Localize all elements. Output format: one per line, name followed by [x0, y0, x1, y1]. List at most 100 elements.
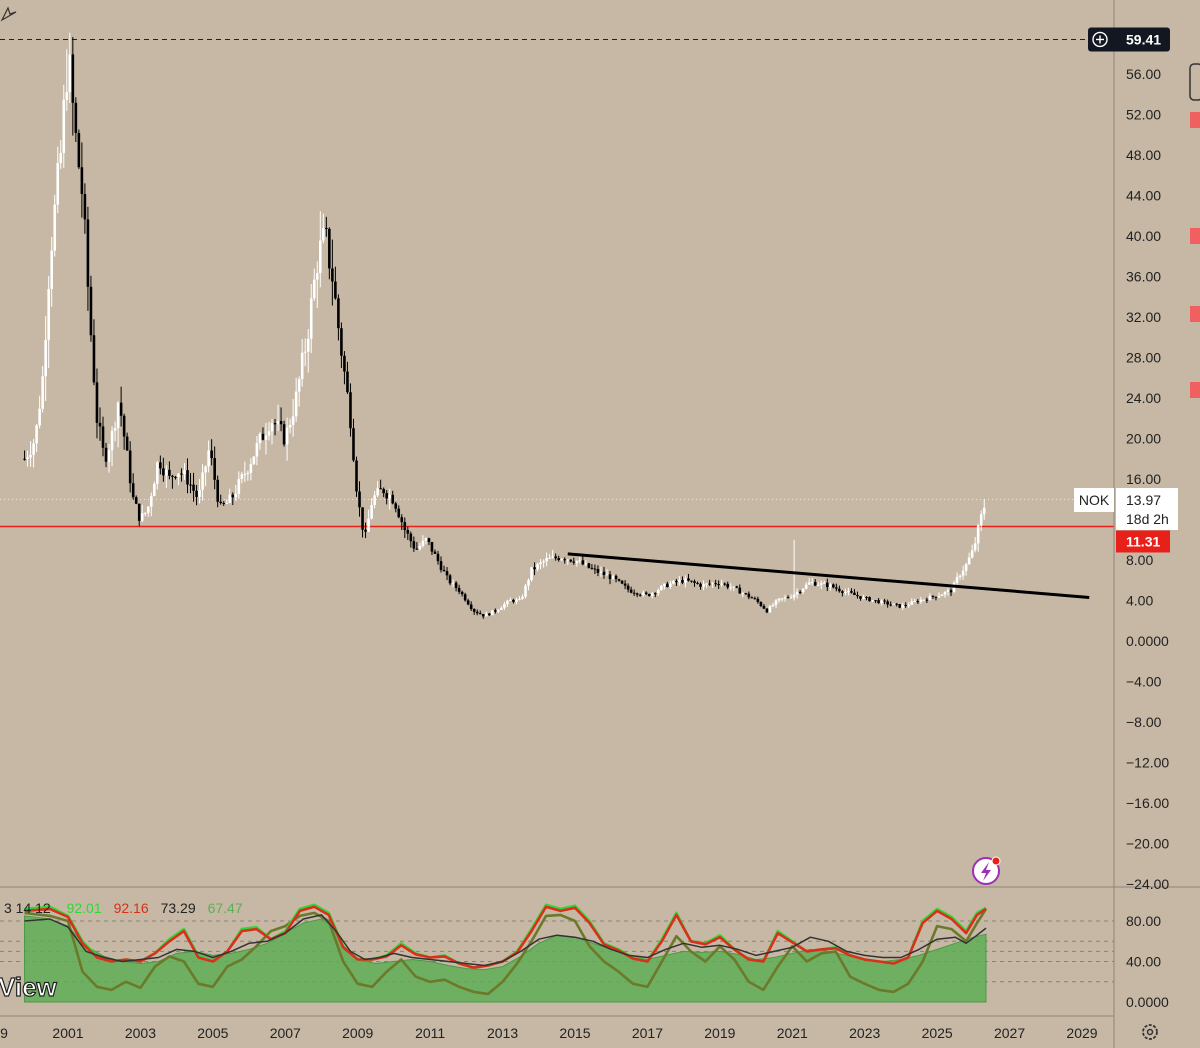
candle-body — [509, 599, 512, 601]
crosshair-badge-bg — [1088, 27, 1170, 52]
candle-body — [143, 512, 147, 514]
cursor-icon — [0, 6, 17, 22]
candle-body — [807, 582, 811, 585]
candle-body — [518, 598, 521, 600]
candle-body — [940, 594, 944, 596]
gear-icon — [1142, 1024, 1158, 1040]
candle-body — [886, 601, 889, 605]
candle-body — [385, 493, 388, 499]
time-tick-label: 2009 — [342, 1025, 373, 1041]
candle-body — [355, 460, 358, 492]
candle-body — [816, 584, 820, 586]
price-tick-label: −24.00 — [1126, 876, 1169, 892]
candle-body — [741, 593, 745, 595]
candle-body — [536, 564, 539, 570]
candle-body — [346, 371, 349, 393]
candle-body — [829, 584, 832, 588]
candle-body — [973, 543, 977, 551]
candle-body — [276, 420, 280, 425]
candle-body — [687, 578, 690, 581]
candle-body — [331, 268, 334, 282]
time-tick-label: 2021 — [777, 1025, 808, 1041]
time-tick-label: 2001 — [52, 1025, 83, 1041]
candle-body — [38, 408, 41, 426]
candle-body — [412, 541, 416, 549]
candle-body — [65, 92, 69, 100]
oscillator-pane[interactable] — [0, 903, 1114, 1003]
candle-body — [503, 604, 506, 608]
symbol-label-bg — [1074, 488, 1114, 512]
candle-body — [777, 598, 781, 601]
candle-body — [847, 591, 850, 593]
candle-body — [237, 478, 241, 494]
candle-body — [122, 415, 126, 437]
candle-body — [56, 163, 60, 205]
time-tick-label: 2017 — [632, 1025, 663, 1041]
level-badge-value: 11.31 — [1126, 533, 1160, 549]
candle-body — [693, 581, 696, 583]
candle-body — [672, 580, 675, 584]
candle-body — [47, 288, 50, 340]
crosshair-price-badge: 59.41 — [1088, 27, 1170, 52]
candle-body — [146, 506, 150, 513]
candle-body — [267, 431, 271, 436]
edge-marker — [1190, 382, 1200, 398]
edge-marker — [1190, 306, 1200, 322]
candle-body — [74, 102, 78, 133]
candle-body — [104, 447, 108, 462]
last-price-value: 13.97 — [1126, 492, 1161, 508]
candle-body — [554, 556, 557, 559]
candle-body — [198, 489, 201, 497]
candle-body — [726, 583, 730, 588]
candle-body — [982, 507, 986, 515]
candle-body — [880, 600, 883, 604]
time-tick-label: 2025 — [922, 1025, 953, 1041]
candle-body — [515, 599, 518, 602]
candle-body — [270, 423, 274, 432]
candle-body — [50, 250, 54, 289]
candle-body — [681, 580, 684, 583]
price-tick-label: −8.00 — [1126, 714, 1162, 730]
candle-body — [810, 581, 814, 583]
candle-body — [180, 473, 183, 475]
candle-body — [379, 488, 382, 490]
candle-body — [708, 583, 711, 585]
candle-body — [916, 601, 920, 603]
candle-body — [409, 533, 413, 542]
candle-body — [548, 557, 551, 559]
candle-body — [638, 594, 642, 596]
time-tick-label: 2029 — [1066, 1025, 1097, 1041]
candle-body — [186, 470, 189, 485]
candle-body — [596, 569, 600, 573]
candle-body — [644, 592, 648, 595]
candle-body — [415, 548, 419, 550]
candle-body — [29, 454, 32, 458]
candle-body — [970, 550, 974, 558]
candle-body — [309, 298, 313, 339]
candle-body — [958, 575, 962, 578]
candle-body — [629, 589, 633, 593]
candle-body — [32, 443, 35, 455]
gear-icon-outer — [1142, 1024, 1158, 1040]
candle-body — [110, 430, 114, 451]
candle-body — [798, 591, 802, 593]
candle-body — [883, 600, 886, 602]
candle-body — [635, 593, 639, 595]
candle-body — [660, 585, 663, 591]
main-price-pane[interactable] — [0, 32, 1114, 619]
time-tick-label: 2013 — [487, 1025, 518, 1041]
candle-body — [306, 338, 310, 352]
candle-body — [249, 464, 253, 473]
candle-body — [394, 503, 398, 509]
time-tick-label: 2005 — [197, 1025, 228, 1041]
osc-line-series — [24, 914, 987, 967]
candle-body — [340, 328, 343, 356]
candle-body — [967, 557, 971, 565]
candle-body — [397, 508, 401, 518]
candle-body — [614, 575, 618, 580]
candle-body — [566, 559, 570, 561]
candle-body — [632, 592, 636, 594]
candle-body — [116, 402, 120, 429]
